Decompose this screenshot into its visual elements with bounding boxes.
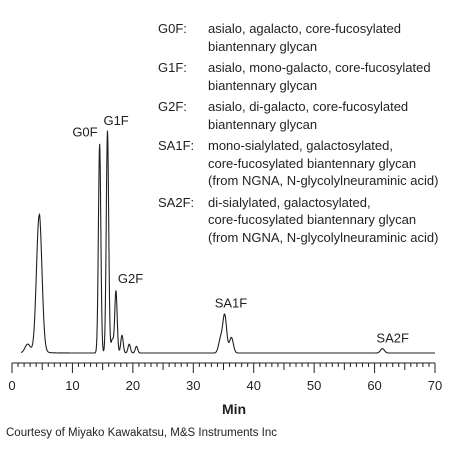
legend-description: asialo, di-galacto, core-fucosylated bia… [208,99,409,132]
legend-key: G1F: [158,60,187,75]
peak-label-g2f: G2F [118,271,143,286]
x-tick-label: 20 [126,378,140,393]
x-tick-label: 0 [8,378,15,393]
peak-label-g1f: G1F [103,113,128,128]
peak-label-g0f: G0F [72,124,97,139]
peak-label-sa1f: SA1F [215,295,248,310]
x-tick-label: 60 [367,378,381,393]
legend-row: SA2F: di-sialylated, galactosylated, core… [158,194,456,247]
legend-description: asialo, mono-galacto, core-fucosylated b… [208,60,431,93]
peak-labels: G0F G1F G2F SA1F SA2F [72,113,409,346]
x-tick-label: 50 [307,378,321,393]
legend-key: G0F: [158,21,187,36]
legend-row: SA1F: mono-sialylated, galactosylated, co… [158,137,456,190]
legend-row: G0F: asialo, agalacto, core-fucosylated b… [158,20,456,55]
legend-key: SA2F: [158,194,195,210]
peak-label-sa2f: SA2F [376,331,409,346]
glycan-legend: G0F: asialo, agalacto, core-fucosylated b… [158,20,456,250]
legend-row: G2F: asialo, di-galacto, core-fucosylated… [158,98,456,133]
x-tick-label: 70 [428,378,442,393]
legend-description: mono-sialylated, galactosylated, core-fu… [208,138,439,188]
legend-row: G1F: asialo, mono-galacto, core-fucosylat… [158,59,456,94]
legend-key: SA1F: [158,138,195,153]
legend-key: G2F: [158,99,187,114]
legend-description: di-sialylated, galactosylated, core-fuco… [208,194,439,245]
x-axis-label: Min [222,401,246,417]
chromatogram-trace [20,130,436,354]
x-axis-ticks [11,363,436,373]
x-tick-label: 10 [65,378,79,393]
x-tick-label: 40 [246,378,260,393]
legend-description: asialo, agalacto, core-fucosylated biant… [208,21,401,54]
credit-text: Courtesy of Miyako Kawakatsu, M&S Instru… [6,427,277,439]
x-tick-label: 30 [186,378,200,393]
x-axis-tick-labels: 0 10 20 30 40 50 60 70 [8,378,442,393]
